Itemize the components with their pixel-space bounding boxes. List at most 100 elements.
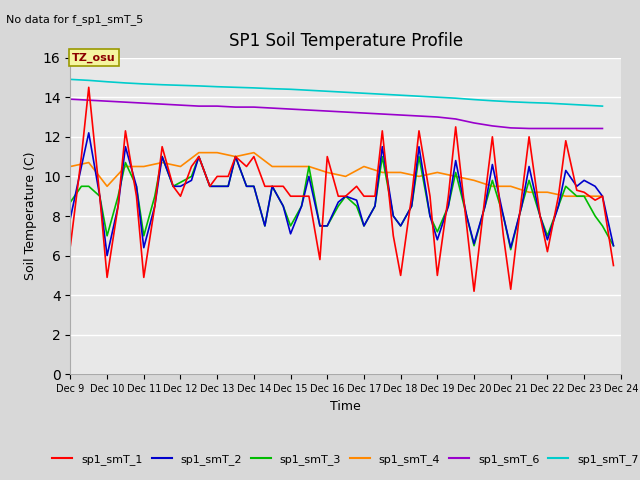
sp1_smT_7 [287, 86, 294, 92]
sp1_smT_7 [470, 96, 478, 102]
sp1_smT_2 [261, 223, 269, 229]
Line: sp1_smT_1: sp1_smT_1 [70, 87, 614, 291]
sp1_smT_4 [85, 160, 93, 166]
sp1_smT_7 [397, 92, 404, 98]
sp1_smT_6 [140, 100, 148, 106]
sp1_smT_4 [580, 193, 588, 199]
sp1_smT_7 [67, 76, 74, 82]
sp1_smT_7 [195, 83, 203, 89]
sp1_smT_7 [268, 86, 276, 92]
sp1_smT_4 [543, 190, 551, 195]
sp1_smT_6 [250, 104, 258, 110]
Text: No data for f_sp1_smT_5: No data for f_sp1_smT_5 [6, 14, 143, 25]
Title: SP1 Soil Temperature Profile: SP1 Soil Temperature Profile [228, 33, 463, 50]
sp1_smT_4 [360, 164, 368, 169]
sp1_smT_7 [543, 100, 551, 106]
sp1_smT_2 [426, 213, 434, 219]
sp1_smT_4 [507, 183, 515, 189]
sp1_smT_7 [140, 81, 148, 87]
sp1_smT_7 [250, 85, 258, 91]
sp1_smT_7 [342, 89, 349, 95]
sp1_smT_7 [85, 77, 93, 83]
sp1_smT_7 [598, 103, 606, 109]
sp1_smT_4 [323, 169, 331, 175]
sp1_smT_4 [287, 164, 294, 169]
sp1_smT_3 [415, 154, 423, 159]
sp1_smT_6 [268, 105, 276, 111]
sp1_smT_6 [213, 103, 221, 109]
sp1_smT_7 [360, 90, 368, 96]
sp1_smT_6 [122, 99, 129, 105]
sp1_smT_7 [488, 98, 496, 104]
sp1_smT_4 [562, 193, 570, 199]
sp1_smT_3 [67, 199, 74, 205]
sp1_smT_6 [195, 103, 203, 109]
sp1_smT_1 [67, 243, 74, 249]
Legend: sp1_smT_1, sp1_smT_2, sp1_smT_3, sp1_smT_4, sp1_smT_6, sp1_smT_7: sp1_smT_1, sp1_smT_2, sp1_smT_3, sp1_smT… [48, 450, 640, 469]
sp1_smT_4 [67, 164, 74, 169]
sp1_smT_4 [598, 193, 606, 199]
sp1_smT_6 [507, 125, 515, 131]
sp1_smT_4 [158, 160, 166, 166]
sp1_smT_1 [261, 183, 269, 189]
sp1_smT_4 [140, 164, 148, 169]
sp1_smT_1 [415, 128, 423, 134]
sp1_smT_2 [610, 243, 618, 249]
sp1_smT_2 [177, 183, 184, 189]
sp1_smT_3 [170, 183, 177, 189]
sp1_smT_7 [378, 91, 386, 97]
sp1_smT_4 [452, 174, 460, 180]
sp1_smT_4 [250, 150, 258, 156]
sp1_smT_4 [415, 174, 423, 180]
sp1_smT_2 [67, 215, 74, 221]
sp1_smT_4 [268, 164, 276, 169]
Y-axis label: Soil Temperature (C): Soil Temperature (C) [24, 152, 37, 280]
sp1_smT_1 [213, 174, 221, 180]
sp1_smT_6 [232, 104, 239, 110]
sp1_smT_6 [415, 113, 423, 119]
sp1_smT_6 [598, 126, 606, 132]
sp1_smT_6 [562, 126, 570, 132]
sp1_smT_4 [342, 174, 349, 180]
sp1_smT_6 [103, 98, 111, 104]
sp1_smT_7 [507, 99, 515, 105]
sp1_smT_1 [610, 263, 618, 268]
sp1_smT_7 [305, 87, 313, 93]
sp1_smT_1 [470, 288, 478, 294]
sp1_smT_7 [122, 80, 129, 86]
sp1_smT_2 [85, 130, 93, 136]
sp1_smT_4 [433, 169, 441, 175]
sp1_smT_4 [305, 164, 313, 169]
Line: sp1_smT_7: sp1_smT_7 [70, 79, 602, 106]
sp1_smT_6 [452, 116, 460, 122]
sp1_smT_1 [250, 154, 258, 159]
sp1_smT_4 [103, 183, 111, 189]
sp1_smT_3 [232, 154, 239, 159]
sp1_smT_2 [243, 183, 250, 189]
sp1_smT_7 [580, 102, 588, 108]
sp1_smT_4 [470, 178, 478, 183]
sp1_smT_6 [433, 114, 441, 120]
sp1_smT_7 [213, 84, 221, 90]
sp1_smT_4 [177, 164, 184, 169]
sp1_smT_1 [85, 84, 93, 90]
sp1_smT_1 [170, 183, 177, 189]
sp1_smT_3 [250, 183, 258, 189]
sp1_smT_3 [507, 247, 515, 252]
sp1_smT_6 [360, 110, 368, 116]
sp1_smT_3 [261, 223, 269, 229]
sp1_smT_6 [397, 112, 404, 118]
sp1_smT_3 [610, 243, 618, 249]
sp1_smT_6 [470, 120, 478, 126]
sp1_smT_2 [225, 183, 232, 189]
sp1_smT_7 [103, 79, 111, 84]
sp1_smT_7 [415, 93, 423, 99]
sp1_smT_7 [158, 82, 166, 88]
sp1_smT_6 [525, 126, 533, 132]
sp1_smT_6 [378, 111, 386, 117]
sp1_smT_7 [323, 88, 331, 94]
sp1_smT_6 [323, 108, 331, 114]
sp1_smT_3 [213, 183, 221, 189]
sp1_smT_7 [452, 96, 460, 101]
Line: sp1_smT_4: sp1_smT_4 [70, 153, 602, 196]
